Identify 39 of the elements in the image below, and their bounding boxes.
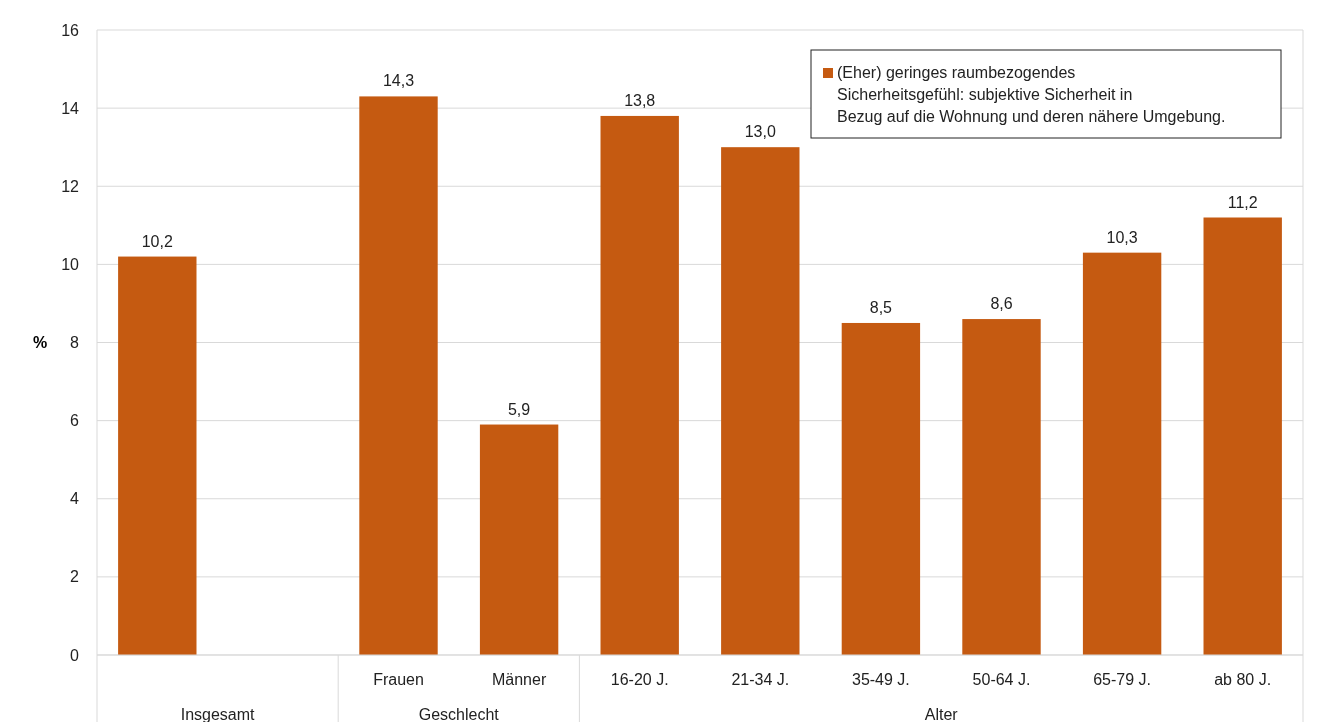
x-tick-label: 35-49 J.	[851, 671, 910, 688]
x-tick-label: Männer	[491, 671, 547, 688]
x-tick-label: Frauen	[373, 671, 424, 688]
x-tick-label: 50-64 J.	[972, 671, 1031, 688]
y-tick-label: 16	[61, 21, 80, 39]
legend-label: (Eher) geringes raumbezogendes Sicherheitsgefühl: subjektive Sicherheit in Bezug auf die Wohnung und deren nähere Umgebung.	[837, 64, 1226, 125]
data-label: 11,2	[1227, 193, 1258, 211]
x-tick-label: ab 80 J.	[1214, 671, 1272, 688]
data-label: 14,3	[382, 72, 415, 90]
text: Geschlecht	[418, 706, 500, 722]
x-tick-label: 21-34 J.	[731, 671, 790, 688]
bar	[721, 147, 800, 655]
x-tick-label: 16-20 J.	[610, 671, 669, 688]
bar	[479, 424, 559, 655]
data-label: 8,5	[869, 298, 893, 316]
bar	[1203, 217, 1282, 655]
bar	[600, 115, 679, 655]
y-tick-label: 12	[61, 177, 80, 195]
y-axis-title: %	[32, 334, 48, 352]
bar	[118, 256, 197, 655]
bar	[359, 96, 438, 655]
bar	[841, 322, 921, 655]
y-tick-label: 4	[70, 490, 80, 508]
data-label: 8,6	[990, 295, 1013, 313]
data-label: 5,9	[507, 400, 531, 418]
data-label: 10,2	[141, 232, 173, 250]
data-label: 13,8	[624, 91, 656, 109]
y-tick-label: 10	[61, 255, 80, 273]
bar	[1082, 252, 1162, 655]
y-tick-label: 2	[70, 568, 80, 586]
data-label: 13,0	[744, 123, 776, 141]
x-tick-label: 65-79 J.	[1093, 671, 1152, 688]
y-tick-label: 6	[70, 412, 80, 430]
y-tick-label: 8	[70, 334, 80, 352]
y-tick-label: 0	[70, 646, 80, 664]
y-tick-label: 14	[61, 99, 80, 117]
bar	[962, 319, 1041, 655]
text: Alter	[924, 706, 959, 722]
data-label: 10,3	[1106, 228, 1138, 246]
